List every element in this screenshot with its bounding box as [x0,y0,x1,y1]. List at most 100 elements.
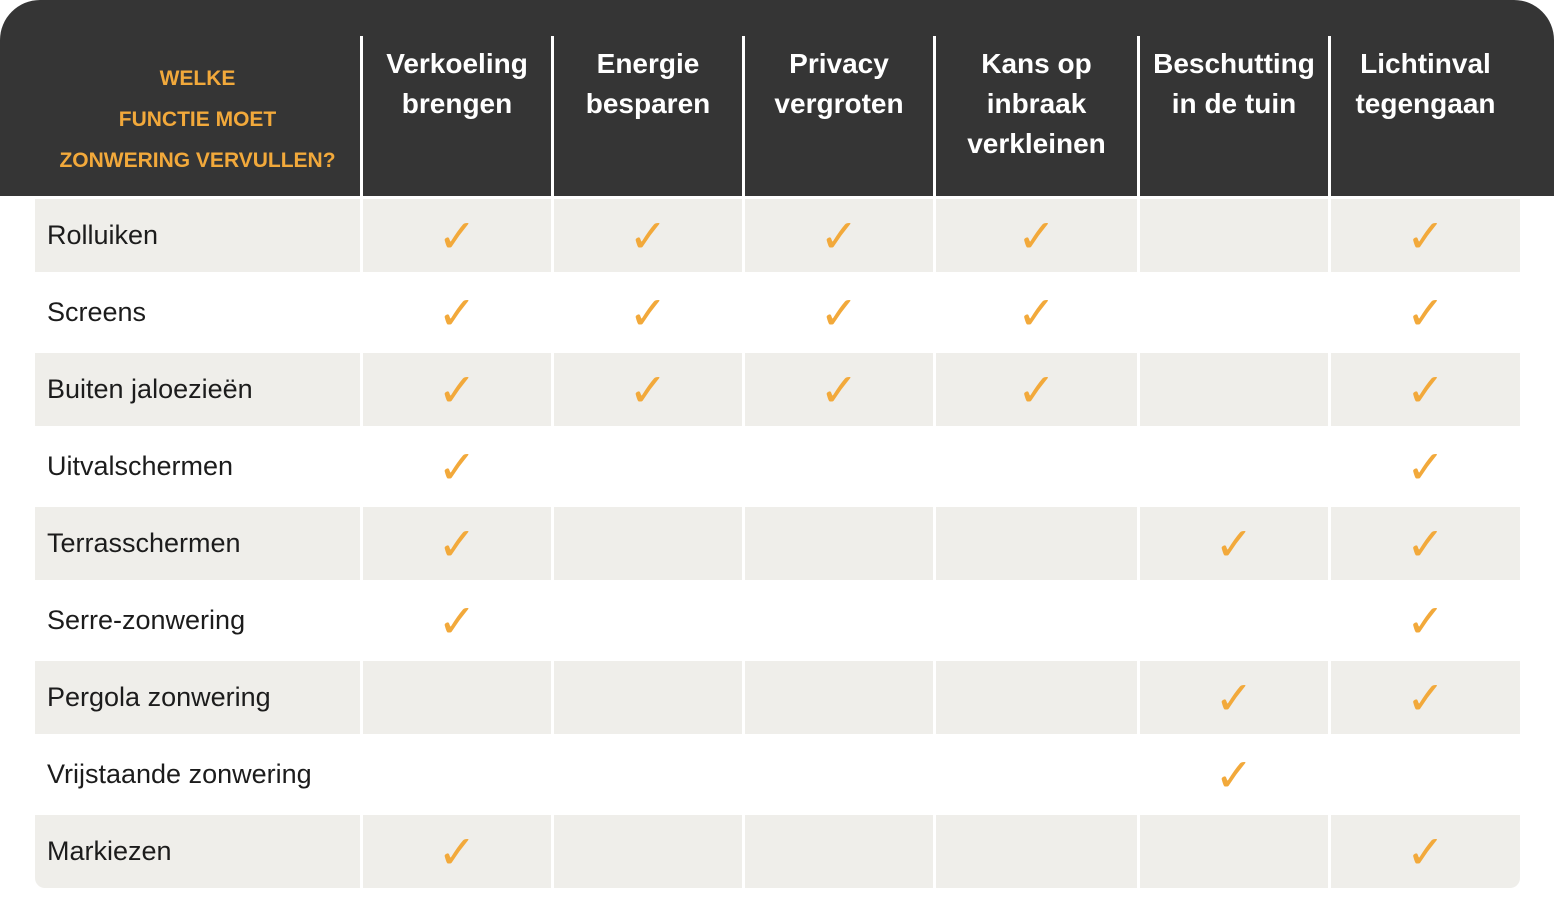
header-divider [360,36,363,196]
table-cell [554,507,742,580]
row-label-cell: Markiezen [35,815,360,888]
table-row: Terrasschermen ✓ ✓ ✓ [35,507,1520,580]
table-cell: ✓ [745,353,933,426]
table-cell [936,815,1137,888]
table-cell [363,661,551,734]
row-label-cell: Uitvalschermen [35,430,360,503]
checkmark-icon: ✓ [1406,208,1445,263]
table-cell: ✓ [1331,353,1520,426]
checkmark-icon: ✓ [437,516,477,571]
table-row: Pergola zonwering ✓ ✓ [35,661,1520,734]
table-cell: ✓ [1331,661,1520,734]
column-header: Privacy vergroten [745,36,933,196]
table-cell: ✓ [1331,507,1520,580]
table-header: WELKE FUNCTIE MOET ZONWERING VERVULLEN? … [0,0,1554,196]
checkmark-icon: ✓ [1017,208,1056,263]
checkmark-icon: ✓ [1017,285,1056,340]
row-label-cell: Serre-zonwering [35,584,360,657]
table-cell: ✓ [554,353,742,426]
column-header-line: Energie [596,48,700,79]
table-cell [554,584,742,657]
corner-heading: WELKE FUNCTIE MOET ZONWERING VERVULLEN? [35,36,360,196]
table-cell: ✓ [554,276,742,349]
row-label: Vrijstaande zonwering [47,759,312,789]
table-cell [554,738,742,811]
table-cell [554,430,742,503]
table-cell: ✓ [363,584,551,657]
column-header: Beschutting in de tuin [1140,36,1328,196]
row-label-cell: Buiten jaloezieën [35,353,360,426]
row-label: Markiezen [47,836,172,866]
table-cell [936,430,1137,503]
table-cell [1140,584,1328,657]
corner-heading-line: FUNCTIE MOET [118,108,277,131]
table-cell [936,584,1137,657]
column-header-line: verkleinen [967,128,1106,159]
checkmark-icon: ✓ [1406,824,1445,879]
corner-heading-line: WELKE [159,67,236,90]
table-cell: ✓ [745,276,933,349]
column-header: Energie besparen [554,36,742,196]
checkmark-icon: ✓ [1406,670,1445,725]
header-divider [933,36,936,196]
checkmark-icon: ✓ [437,285,477,340]
table-cell [1140,199,1328,272]
checkmark-icon: ✓ [437,208,477,263]
table-row: Uitvalschermen ✓ ✓ [35,430,1520,503]
column-header: Lichtinval tegengaan [1331,36,1520,196]
column-header-line: Verkoeling [386,48,528,79]
checkmark-icon: ✓ [1406,439,1445,494]
column-header-line: Kans op [981,48,1092,79]
table-cell [554,661,742,734]
column-header-line: vergroten [774,88,904,119]
table-cell: ✓ [1331,430,1520,503]
column-header-line: tegengaan [1355,88,1496,119]
checkmark-icon: ✓ [819,285,859,340]
table-cell: ✓ [1140,661,1328,734]
table-cell: ✓ [1140,738,1328,811]
column-header-line: in de tuin [1171,88,1297,119]
table-cell: ✓ [745,199,933,272]
table-cell [936,507,1137,580]
header-divider [1328,36,1331,196]
table-cell [745,507,933,580]
column-header-line: brengen [401,88,513,119]
checkmark-icon: ✓ [628,362,668,417]
row-label: Rolluiken [47,220,159,250]
table-cell: ✓ [1331,584,1520,657]
checkmark-icon: ✓ [437,824,477,879]
checkmark-icon: ✓ [1017,362,1056,417]
row-label-cell: Vrijstaande zonwering [35,738,360,811]
table-cell: ✓ [936,353,1137,426]
checkmark-icon: ✓ [819,362,859,417]
table-cell: ✓ [1331,276,1520,349]
table-cell: ✓ [363,353,551,426]
table-cell [1140,276,1328,349]
corner-heading-line: ZONWERING VERVULLEN? [59,149,336,172]
table-cell [936,738,1137,811]
table-cell [745,661,933,734]
table-cell: ✓ [1331,815,1520,888]
row-label-cell: Terrasschermen [35,507,360,580]
column-header-line: Beschutting [1153,48,1315,79]
table-cell [1140,353,1328,426]
column-header-line: Privacy [789,48,889,79]
header-divider [551,36,554,196]
table-row: Markiezen ✓ ✓ [35,815,1520,888]
checkmark-icon: ✓ [1406,362,1445,417]
column-header: Kans op inbraak verkleinen [936,36,1137,196]
row-label: Serre-zonwering [47,605,246,635]
table-cell [1140,430,1328,503]
column-header-line: besparen [585,88,711,119]
table-cell [1140,815,1328,888]
table-cell: ✓ [1140,507,1328,580]
checkmark-icon: ✓ [1214,516,1254,571]
table-cell: ✓ [363,507,551,580]
row-label: Uitvalschermen [47,451,234,481]
table-cell [745,815,933,888]
checkmark-icon: ✓ [1406,593,1445,648]
table-cell [936,661,1137,734]
column-header-line: inbraak [986,88,1087,119]
checkmark-icon: ✓ [437,593,477,648]
